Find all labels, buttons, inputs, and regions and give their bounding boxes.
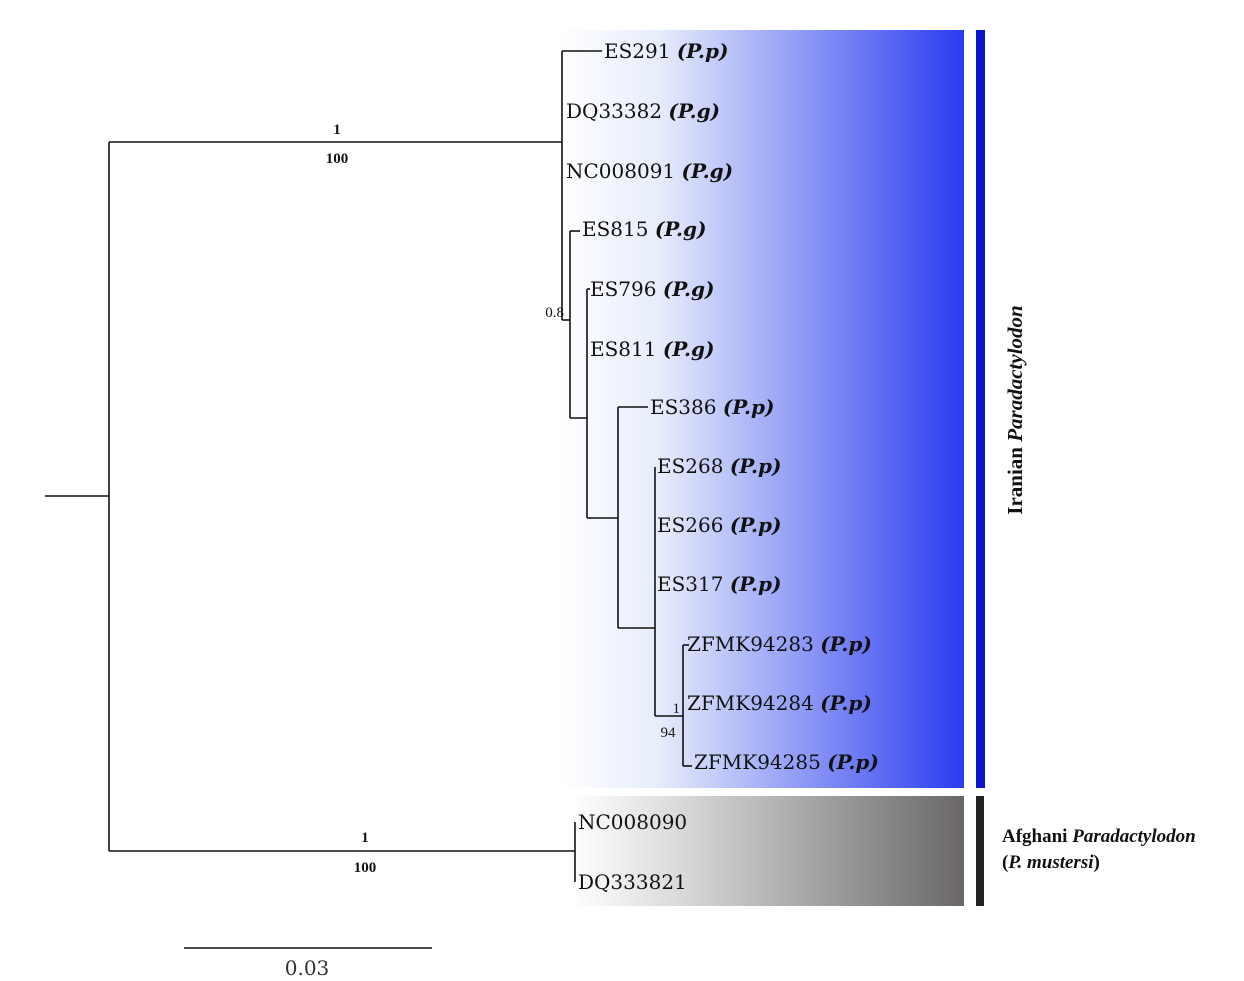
support-value: 0.8	[545, 305, 564, 321]
taxon-label: ES266 (P.p)	[657, 513, 781, 537]
taxon-label: ZFMK94284 (P.p)	[687, 691, 872, 715]
taxon-label: DQ33382 (P.g)	[566, 99, 720, 123]
tree-edges	[45, 50, 692, 882]
iranian-clade-bar	[976, 30, 985, 788]
taxon-label: ZFMK94285 (P.p)	[694, 750, 879, 774]
taxon-label: DQ333821	[578, 870, 687, 894]
taxon-label: ES815 (P.g)	[582, 217, 706, 241]
afghani-clade-label: Afghani Paradactylodon	[1002, 826, 1196, 847]
support-value: 100	[354, 860, 377, 876]
taxon-label: ZFMK94283 (P.p)	[687, 632, 872, 656]
afghani-clade-species: (P. mustersi)	[1002, 852, 1100, 873]
support-value: 100	[326, 151, 349, 167]
iranian-clade-label: Iranian Paradactylodon	[1003, 305, 1027, 514]
iranian-clade-gradient	[560, 30, 964, 788]
support-value: 94	[661, 725, 677, 741]
taxon-label: NC008091 (P.g)	[566, 159, 733, 183]
scale-bar-label: 0.03	[285, 956, 330, 980]
support-value: 1	[673, 701, 681, 717]
taxon-label: ES268 (P.p)	[657, 454, 781, 478]
support-value: 1	[361, 830, 369, 846]
taxon-label: NC008090	[578, 810, 687, 834]
taxon-label: ES796 (P.g)	[590, 277, 714, 301]
afghani-clade-gradient	[572, 796, 964, 906]
taxon-label: ES317 (P.p)	[657, 572, 781, 596]
taxon-label: ES811 (P.g)	[590, 337, 714, 361]
taxon-label: ES386 (P.p)	[650, 395, 774, 419]
taxon-label: ES291 (P.p)	[604, 39, 728, 63]
afghani-clade-bar	[976, 796, 984, 906]
support-value: 1	[333, 122, 341, 138]
